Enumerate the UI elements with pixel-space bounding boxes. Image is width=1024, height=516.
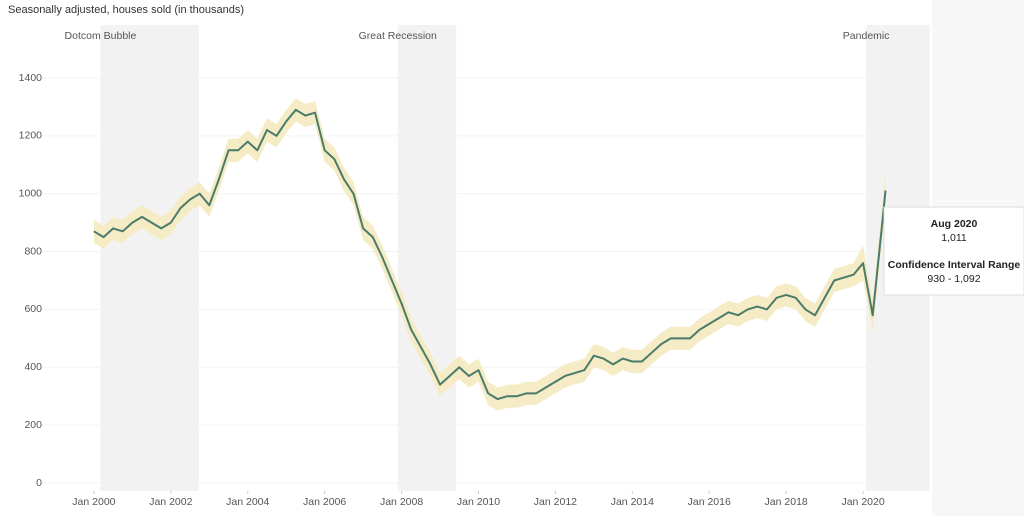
- y-tick-label: 0: [36, 477, 42, 489]
- region-label: Dotcom Bubble: [65, 30, 137, 42]
- line: [93, 108, 887, 401]
- x-tick-label: Jan 2006: [303, 496, 346, 508]
- axis-title: Seasonally adjusted, houses sold (in tho…: [8, 4, 244, 16]
- y-tick-label: 400: [24, 361, 42, 373]
- y-tick-label: 600: [24, 303, 42, 315]
- y-tick-label: 1000: [19, 187, 43, 199]
- tooltip-box: [883, 206, 1024, 296]
- region-label: Pandemic: [843, 30, 890, 42]
- y-tick-label: 800: [24, 245, 42, 257]
- confidence-band: [93, 98, 886, 411]
- tooltip-value: 1,011: [941, 232, 967, 244]
- x-tick-label: Jan 2010: [457, 496, 500, 508]
- shades: Dotcom Bubble Great Recession Pandemic: [65, 25, 930, 491]
- x-tick-label: Jan 2002: [149, 496, 192, 508]
- x-tick-label: Jan 2000: [72, 496, 115, 508]
- x-tick-label: Jan 2016: [688, 496, 731, 508]
- y-tick-label: 1400: [19, 72, 43, 84]
- y-tick-label: 200: [24, 419, 42, 431]
- x-tick-label: Jan 2020: [841, 496, 884, 508]
- plot: 0 200 400 600 800 1000 1200 1400 Jan 2000 Jan 200…: [19, 72, 930, 508]
- shaded-region: [100, 25, 199, 491]
- x-tick-label: Jan 2014: [611, 496, 654, 508]
- shaded-region: [397, 25, 457, 491]
- tooltip: Aug 2020 1,011 Confidence Interval Range…: [883, 206, 1024, 296]
- x-tick-label: Jan 2008: [380, 496, 423, 508]
- tooltip-ci-range: 930 - 1,092: [927, 273, 980, 285]
- y-tick-label: 1200: [19, 130, 43, 142]
- x-tick-label: Jan 2012: [534, 496, 577, 508]
- x-tick-label: Jan 2018: [765, 496, 808, 508]
- x-tick-label: Jan 2004: [226, 496, 269, 508]
- tooltip-ci-title: Confidence Interval Range: [888, 259, 1021, 271]
- region-label: Great Recession: [359, 30, 437, 42]
- tooltip-date: Aug 2020: [931, 218, 978, 230]
